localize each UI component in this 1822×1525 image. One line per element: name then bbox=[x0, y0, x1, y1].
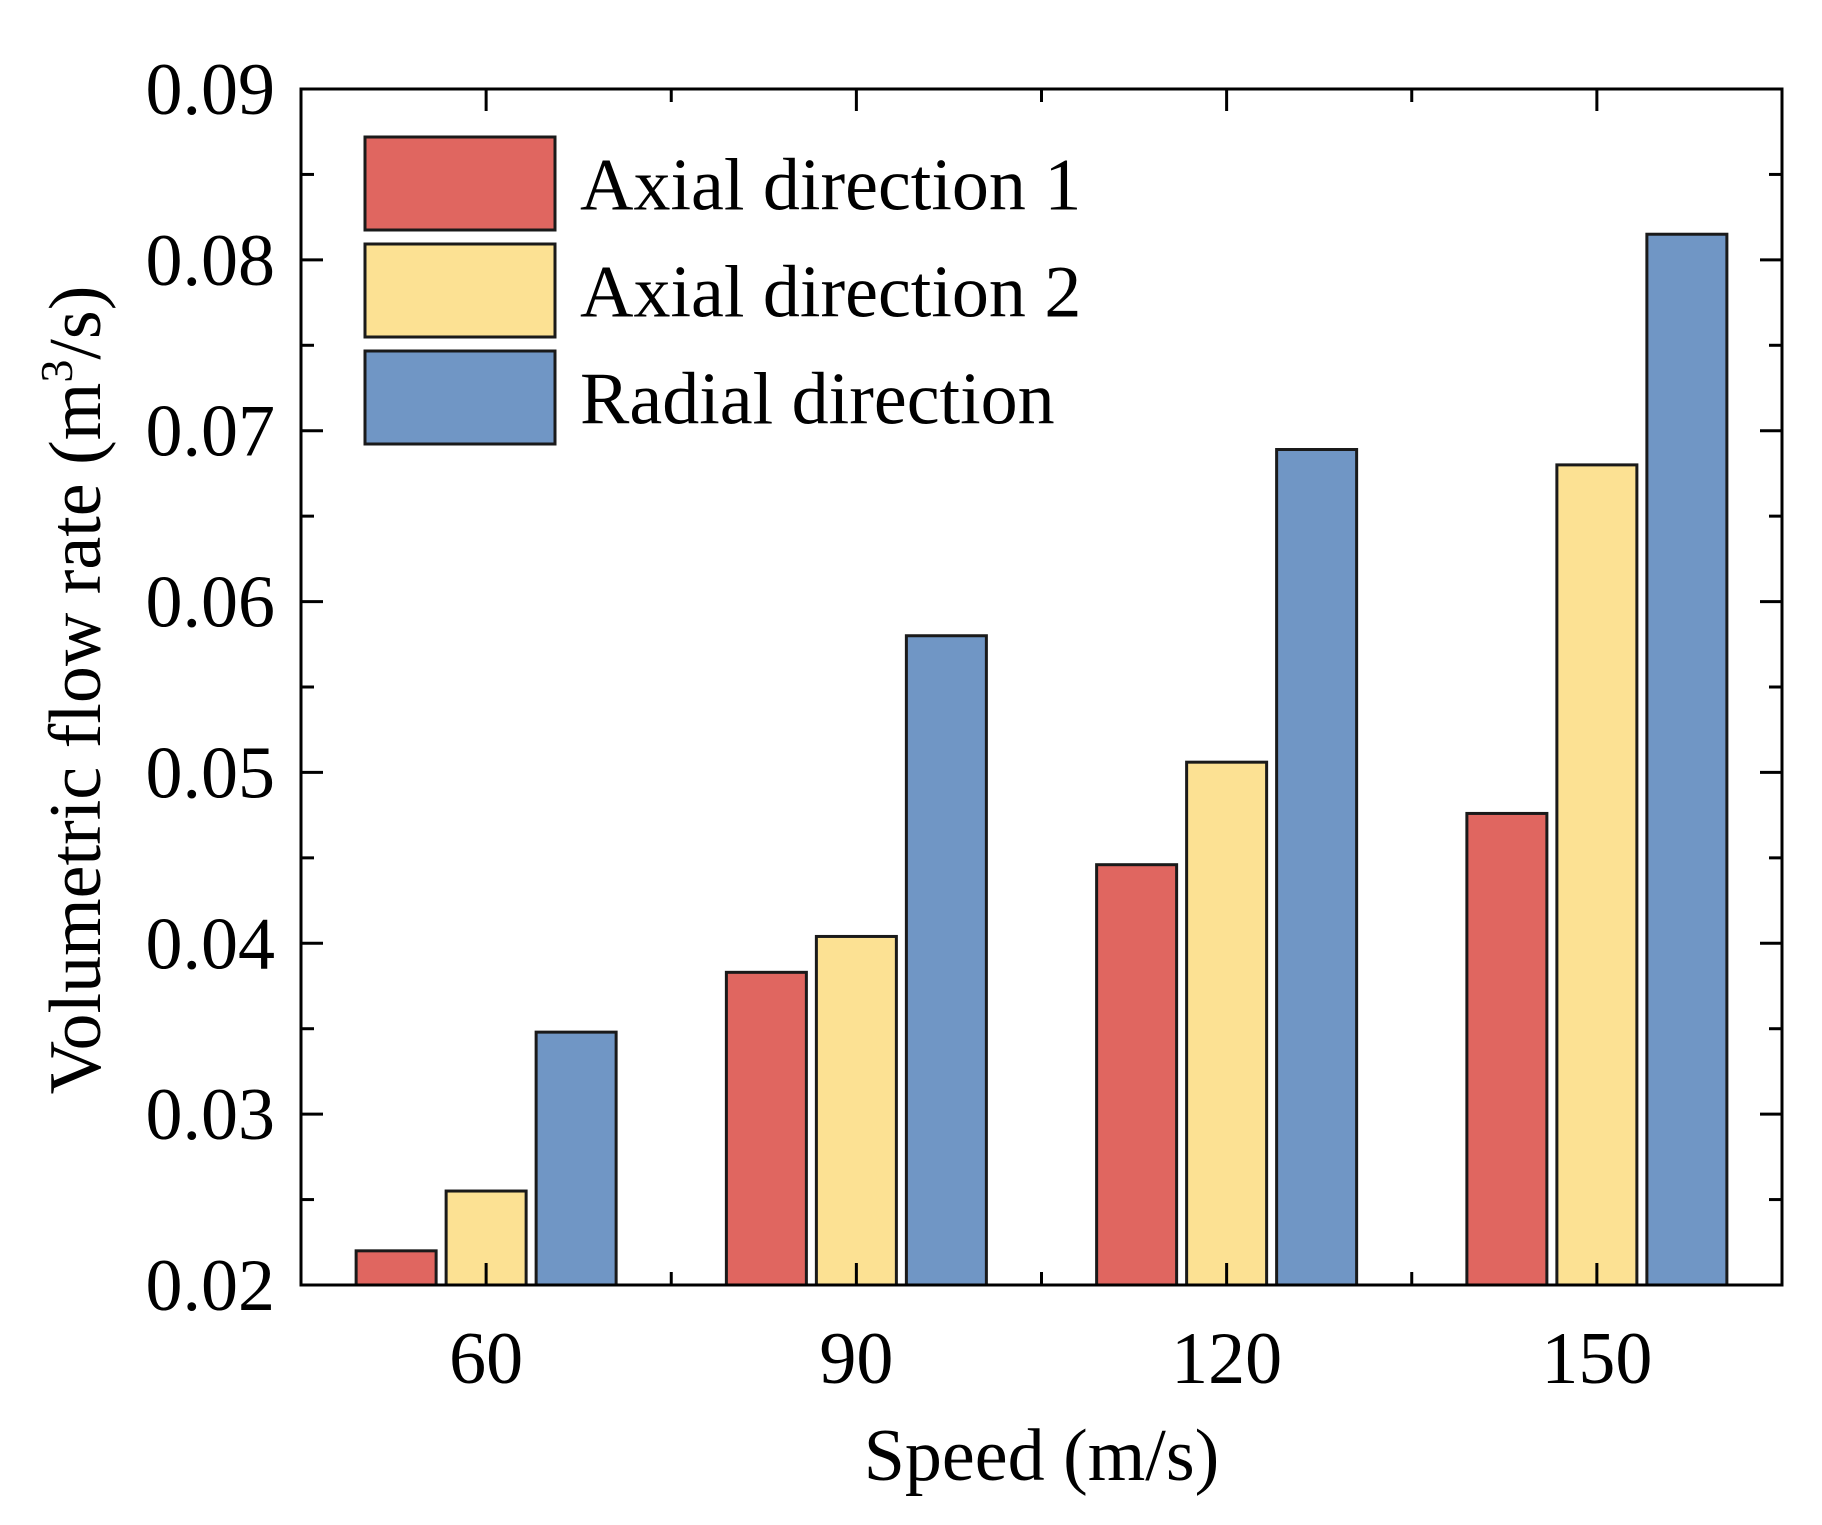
y-tick-label: 0.09 bbox=[146, 49, 276, 131]
y-tick-label: 0.08 bbox=[146, 220, 276, 302]
bar-axial-direction-2-150 bbox=[1555, 463, 1639, 1287]
x-tick-label: 90 bbox=[819, 1318, 893, 1400]
bars-layer bbox=[354, 232, 1729, 1287]
y-tick-label: 0.03 bbox=[146, 1074, 276, 1156]
legend-label: Axial direction 1 bbox=[580, 145, 1081, 227]
legend-swatch-radial-direction bbox=[363, 349, 557, 446]
y-tick-label: 0.06 bbox=[146, 562, 276, 644]
bar-radial-direction-90 bbox=[904, 634, 988, 1287]
bar-axial-direction-1-120 bbox=[1095, 863, 1179, 1287]
y-tick-label: 0.05 bbox=[146, 732, 276, 814]
bar-radial-direction-150 bbox=[1645, 232, 1729, 1287]
y-tick-label: 0.02 bbox=[146, 1245, 276, 1327]
bar-radial-direction-120 bbox=[1275, 448, 1359, 1287]
y-tick-label: 0.04 bbox=[146, 903, 276, 985]
bar-axial-direction-1-60 bbox=[354, 1249, 438, 1287]
bar-axial-direction-1-90 bbox=[724, 970, 808, 1287]
tick-labels-layer: 0.02 0.03 0.04 0.05 0.06 0.07 0.08 0.09 60 90 120 1… bbox=[146, 49, 1653, 1400]
bar-axial-direction-2-90 bbox=[814, 934, 898, 1287]
legend: Axial direction 1 Axial direction 2 Radial… bbox=[363, 135, 1081, 446]
legend-swatch-axial-direction-2 bbox=[363, 242, 557, 339]
plot-frame bbox=[299, 87, 1784, 1287]
legend-label: Axial direction 2 bbox=[580, 252, 1081, 334]
x-tick-label: 120 bbox=[1171, 1318, 1282, 1400]
x-tick-label: 60 bbox=[449, 1318, 523, 1400]
x-axis-title: Speed (m/s) bbox=[864, 1415, 1220, 1497]
y-axis-title: Volumetric flow rate (m3/s) bbox=[31, 286, 117, 1095]
y-axis-title-suffix: /s) bbox=[35, 286, 117, 360]
legend-label: Radial direction bbox=[580, 359, 1055, 441]
bar-axial-direction-1-150 bbox=[1465, 811, 1549, 1287]
bar-radial-direction-60 bbox=[534, 1030, 618, 1287]
legend-swatch-axial-direction-1 bbox=[363, 135, 557, 232]
bar-axial-direction-2-120 bbox=[1185, 760, 1269, 1287]
ticks-layer bbox=[301, 87, 1782, 1287]
y-axis-title-superscript: 3 bbox=[31, 360, 82, 383]
x-tick-label: 150 bbox=[1541, 1318, 1652, 1400]
y-axis-title-prefix: Volumetric flow rate (m bbox=[35, 383, 117, 1095]
y-tick-label: 0.07 bbox=[146, 391, 276, 473]
